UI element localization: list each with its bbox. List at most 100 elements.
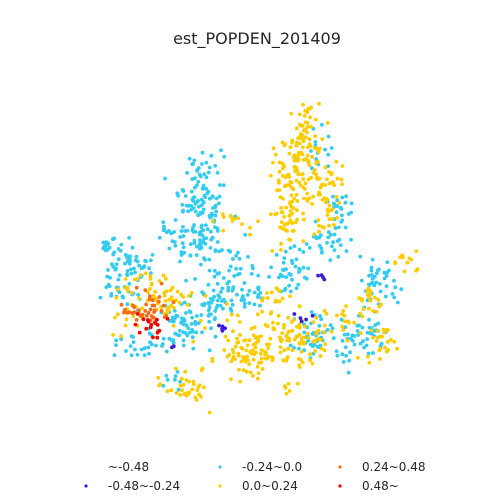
map-point bbox=[111, 252, 116, 257]
map-point bbox=[173, 218, 178, 222]
map-point bbox=[305, 130, 309, 135]
map-point bbox=[294, 192, 299, 197]
map-point bbox=[251, 342, 256, 347]
map-point bbox=[217, 323, 221, 328]
map-point bbox=[155, 323, 160, 327]
map-point bbox=[169, 303, 174, 308]
map-point bbox=[197, 172, 202, 177]
map-point bbox=[192, 223, 197, 227]
map-point bbox=[249, 326, 254, 331]
legend-marker bbox=[218, 465, 222, 469]
map-point bbox=[260, 367, 265, 371]
map-point bbox=[230, 219, 235, 223]
map-point bbox=[307, 163, 312, 168]
map-point bbox=[307, 246, 312, 250]
map-point bbox=[229, 298, 234, 303]
map-point bbox=[172, 316, 177, 321]
map-point bbox=[162, 290, 167, 295]
map-point bbox=[179, 376, 184, 381]
map-point bbox=[215, 226, 220, 231]
map-point bbox=[343, 200, 348, 205]
map-point bbox=[271, 160, 275, 165]
map-point bbox=[255, 312, 260, 317]
map-point bbox=[341, 308, 346, 313]
map-point bbox=[384, 284, 389, 288]
map-point bbox=[177, 300, 182, 305]
map-point bbox=[405, 260, 410, 265]
map-point bbox=[388, 338, 393, 342]
map-point bbox=[235, 313, 240, 318]
map-point bbox=[213, 316, 217, 320]
map-point bbox=[311, 339, 315, 344]
map-point bbox=[186, 209, 191, 214]
map-point bbox=[171, 300, 176, 305]
map-point bbox=[304, 276, 309, 281]
map-point bbox=[299, 349, 304, 354]
map-point bbox=[220, 324, 225, 329]
map-point bbox=[328, 232, 333, 237]
map-point bbox=[308, 144, 313, 148]
map-point bbox=[317, 223, 321, 228]
map-point bbox=[300, 360, 305, 365]
map-point bbox=[210, 211, 214, 216]
map-point bbox=[273, 152, 278, 157]
map-point bbox=[366, 351, 371, 356]
map-point bbox=[123, 285, 128, 290]
map-point bbox=[189, 322, 194, 326]
map-point bbox=[131, 314, 136, 318]
map-point bbox=[269, 265, 273, 270]
map-point bbox=[249, 272, 254, 276]
map-point bbox=[216, 293, 221, 298]
map-point bbox=[390, 292, 395, 296]
map-point bbox=[219, 290, 223, 294]
map-point bbox=[266, 354, 270, 359]
map-point bbox=[273, 299, 278, 304]
map-point bbox=[402, 269, 407, 274]
map-point bbox=[185, 303, 190, 307]
map-point bbox=[251, 357, 256, 362]
map-point bbox=[98, 295, 103, 300]
map-point bbox=[367, 325, 372, 330]
map-point bbox=[306, 336, 311, 340]
map-point bbox=[139, 266, 144, 271]
map-point bbox=[190, 328, 195, 332]
map-point bbox=[292, 312, 297, 316]
map-point bbox=[331, 201, 336, 206]
map-point bbox=[324, 311, 329, 316]
map-point bbox=[198, 232, 202, 237]
map-point bbox=[289, 180, 294, 185]
map-point bbox=[150, 298, 155, 303]
map-point bbox=[297, 266, 302, 271]
map-point bbox=[360, 325, 365, 330]
map-point bbox=[212, 294, 217, 299]
legend-label: ~-0.48 bbox=[108, 460, 149, 474]
map-point bbox=[148, 287, 152, 291]
map-point bbox=[181, 343, 186, 348]
map-point bbox=[198, 212, 203, 216]
map-point bbox=[239, 359, 244, 364]
map-point bbox=[381, 327, 386, 332]
map-point bbox=[207, 305, 212, 310]
map-point bbox=[367, 283, 372, 287]
map-point bbox=[129, 353, 134, 358]
map-point bbox=[378, 289, 383, 294]
map-point bbox=[376, 321, 380, 326]
map-point bbox=[279, 220, 284, 225]
map-point bbox=[369, 328, 374, 333]
map-point bbox=[316, 328, 321, 333]
map-point bbox=[312, 145, 317, 150]
map-point bbox=[327, 217, 332, 222]
map-point bbox=[297, 332, 302, 337]
map-point bbox=[138, 273, 143, 278]
map-point bbox=[225, 302, 229, 306]
map-point bbox=[297, 304, 302, 309]
map-point bbox=[305, 153, 310, 158]
map-point bbox=[235, 292, 239, 297]
map-point bbox=[247, 301, 252, 305]
map-point bbox=[181, 330, 186, 335]
map-point bbox=[199, 225, 204, 230]
legend-label: 0.48~ bbox=[362, 479, 399, 493]
map-point bbox=[191, 379, 196, 384]
map-point bbox=[338, 243, 343, 248]
map-point bbox=[218, 183, 222, 187]
